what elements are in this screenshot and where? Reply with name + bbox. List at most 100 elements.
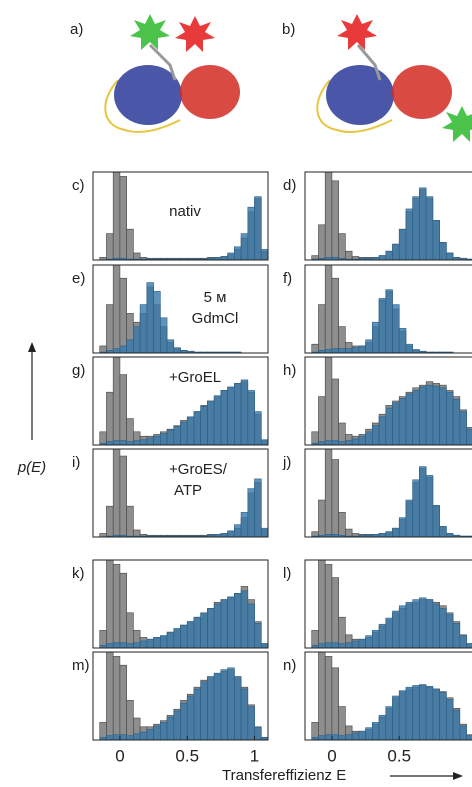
bar <box>324 642 333 648</box>
histogram-panel <box>311 265 454 353</box>
panel-frame <box>304 559 472 649</box>
bar <box>392 527 400 537</box>
bar <box>166 716 175 740</box>
bar <box>405 499 413 537</box>
bar <box>372 630 380 648</box>
panel-frame <box>92 356 269 446</box>
bar <box>466 428 472 445</box>
bar <box>412 390 420 445</box>
bar <box>186 416 195 445</box>
bar <box>459 725 467 740</box>
bar <box>260 643 268 648</box>
bar <box>126 612 134 648</box>
bar <box>119 277 127 353</box>
bar <box>338 512 346 537</box>
bar <box>398 328 407 353</box>
bar <box>139 304 148 353</box>
bar <box>345 528 353 537</box>
bar <box>432 688 440 740</box>
bar <box>166 339 175 353</box>
bar <box>247 206 255 260</box>
bar <box>425 196 434 260</box>
bar <box>260 439 268 445</box>
bar <box>254 623 262 648</box>
bar <box>146 638 154 648</box>
bar <box>392 610 400 648</box>
bar <box>112 172 121 260</box>
bar <box>338 735 346 740</box>
bar <box>439 387 447 445</box>
bar <box>112 642 121 648</box>
bar <box>432 505 440 537</box>
bar <box>446 533 454 537</box>
bar <box>425 599 434 648</box>
bar <box>392 695 400 740</box>
bar <box>439 526 447 537</box>
bar <box>173 628 181 648</box>
bar <box>126 339 134 353</box>
bar <box>99 533 107 537</box>
x-tick-label: 0.5 <box>387 746 411 765</box>
bar <box>331 180 339 260</box>
bar <box>331 642 339 648</box>
protein-a <box>104 14 240 133</box>
bar <box>331 577 339 648</box>
bar <box>324 449 333 537</box>
bar <box>112 357 121 445</box>
bar <box>240 512 249 537</box>
annotation: +GroEL <box>169 369 221 386</box>
bar <box>126 700 134 740</box>
panel-label: h) <box>283 362 296 379</box>
bar <box>372 425 380 445</box>
bar <box>213 395 222 445</box>
panel-label: f) <box>283 270 292 287</box>
bar <box>378 715 387 740</box>
bar <box>412 196 420 260</box>
bar <box>247 488 255 537</box>
bar <box>247 390 255 445</box>
bar <box>119 455 127 537</box>
panel-label: l) <box>283 565 291 582</box>
bar <box>133 252 141 260</box>
bar <box>324 172 333 260</box>
bar <box>119 734 127 740</box>
bar <box>405 208 413 260</box>
bar <box>119 176 127 260</box>
bar <box>220 669 228 740</box>
bar <box>338 441 346 445</box>
bar <box>405 393 413 445</box>
panel-frame <box>304 356 472 446</box>
bar <box>318 441 326 445</box>
bar <box>324 656 333 740</box>
panel-label: d) <box>283 177 296 194</box>
bar <box>405 601 413 648</box>
histogram-panel <box>311 172 472 260</box>
bar <box>133 440 141 445</box>
bar <box>425 475 434 537</box>
bar <box>432 220 440 260</box>
bar <box>331 348 339 353</box>
bar <box>385 706 393 740</box>
histogram-panel <box>311 449 472 537</box>
bar <box>459 411 467 445</box>
bar <box>186 621 195 648</box>
panel-label: m) <box>72 657 90 674</box>
bar <box>260 249 268 260</box>
bar <box>345 250 353 260</box>
bar <box>351 640 360 648</box>
bar <box>160 635 168 648</box>
bar <box>385 531 393 537</box>
bar <box>139 731 148 740</box>
bar <box>378 416 387 445</box>
bar <box>254 727 262 740</box>
bar <box>106 233 114 260</box>
bar <box>466 735 472 740</box>
bar <box>180 421 188 445</box>
bar <box>173 426 181 445</box>
bar <box>385 250 393 260</box>
bar <box>119 664 127 740</box>
bar <box>186 695 195 740</box>
histogram-panel <box>311 652 472 740</box>
bar <box>160 722 168 740</box>
